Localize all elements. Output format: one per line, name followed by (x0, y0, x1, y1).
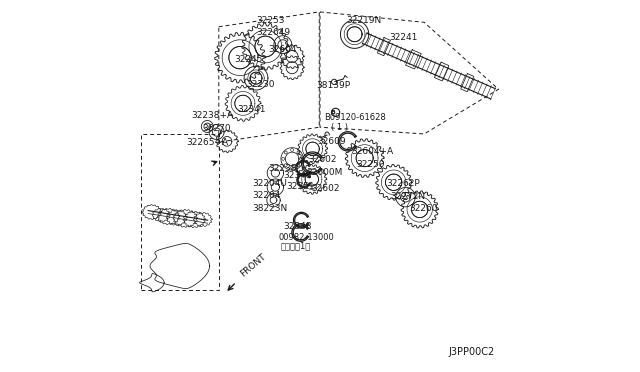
Text: 32238+A: 32238+A (191, 111, 234, 120)
Text: 38139P: 38139P (316, 81, 351, 90)
Text: リング（1）: リング（1） (281, 242, 311, 251)
Text: 322649: 322649 (257, 28, 291, 37)
Text: 36270: 36270 (202, 124, 230, 133)
Text: 32204U: 32204U (252, 179, 287, 187)
Text: 00982-13000: 00982-13000 (278, 233, 334, 242)
Text: 32219N: 32219N (346, 16, 381, 25)
Text: 32348: 32348 (283, 171, 311, 180)
Text: 32230: 32230 (246, 80, 275, 89)
Text: 32260: 32260 (410, 204, 438, 213)
Text: B: B (331, 110, 335, 115)
Bar (141, 134, 219, 290)
Text: 32245: 32245 (234, 55, 263, 64)
Text: 32602: 32602 (311, 185, 340, 193)
Text: 32604: 32604 (268, 45, 296, 54)
Text: 38223N: 38223N (252, 204, 287, 213)
Text: 32204: 32204 (252, 191, 281, 200)
Text: J3PP00C2: J3PP00C2 (449, 347, 495, 356)
Text: 32265+A: 32265+A (186, 138, 228, 147)
Text: FRONT: FRONT (238, 253, 268, 279)
Text: B09120-61628: B09120-61628 (324, 113, 385, 122)
Text: 32341: 32341 (237, 105, 266, 114)
Text: 32604+A: 32604+A (351, 147, 393, 156)
Text: ( 1 ): ( 1 ) (331, 123, 348, 132)
Text: 32602: 32602 (308, 155, 337, 164)
Text: 32351: 32351 (287, 182, 315, 191)
Text: 32253: 32253 (257, 16, 285, 25)
Text: 32262P: 32262P (386, 179, 420, 187)
Text: 32348: 32348 (283, 222, 311, 231)
Text: 32250: 32250 (356, 160, 385, 169)
Text: 32238: 32238 (268, 164, 296, 173)
Text: 32272N: 32272N (390, 192, 426, 201)
Text: 32609: 32609 (317, 137, 346, 146)
Text: 32600M: 32600M (306, 169, 342, 177)
Text: 32241: 32241 (389, 33, 417, 42)
